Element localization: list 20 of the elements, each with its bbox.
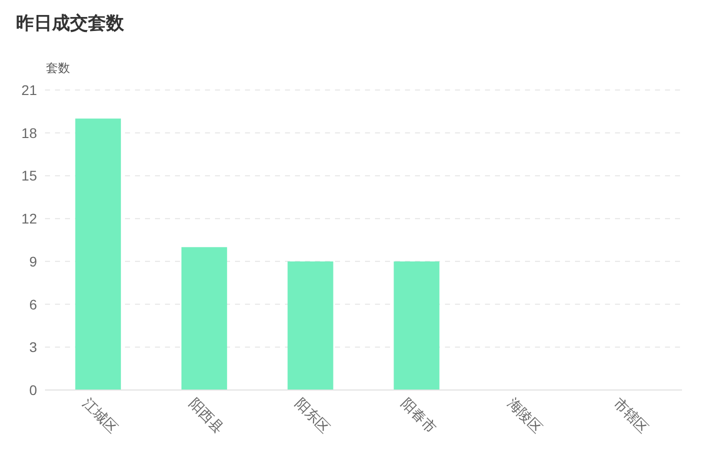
y-tick-label: 0 [29, 382, 38, 398]
x-tick-label: 阳春市 [398, 394, 440, 436]
y-tick-label: 3 [29, 339, 38, 356]
y-tick-label: 6 [29, 296, 38, 312]
x-tick-label: 海陵区 [504, 394, 546, 436]
bar [394, 261, 440, 390]
y-tick-label: 12 [21, 210, 38, 227]
bar [181, 247, 228, 390]
chart-title: 昨日成交套数 [16, 13, 125, 33]
y-tick-label: 9 [29, 253, 38, 270]
y-tick-label: 18 [21, 124, 38, 141]
x-tick-label: 江城区 [80, 394, 121, 436]
bar [75, 118, 121, 390]
bar [288, 261, 334, 390]
x-tick-label: 阳东区 [292, 394, 334, 436]
x-tick-label: 阳西县 [186, 394, 228, 436]
y-tick-label: 21 [21, 82, 38, 98]
x-tick-label: 市辖区 [610, 394, 652, 436]
y-tick-label: 15 [21, 168, 38, 184]
y-axis-title: 套数 [46, 61, 70, 75]
